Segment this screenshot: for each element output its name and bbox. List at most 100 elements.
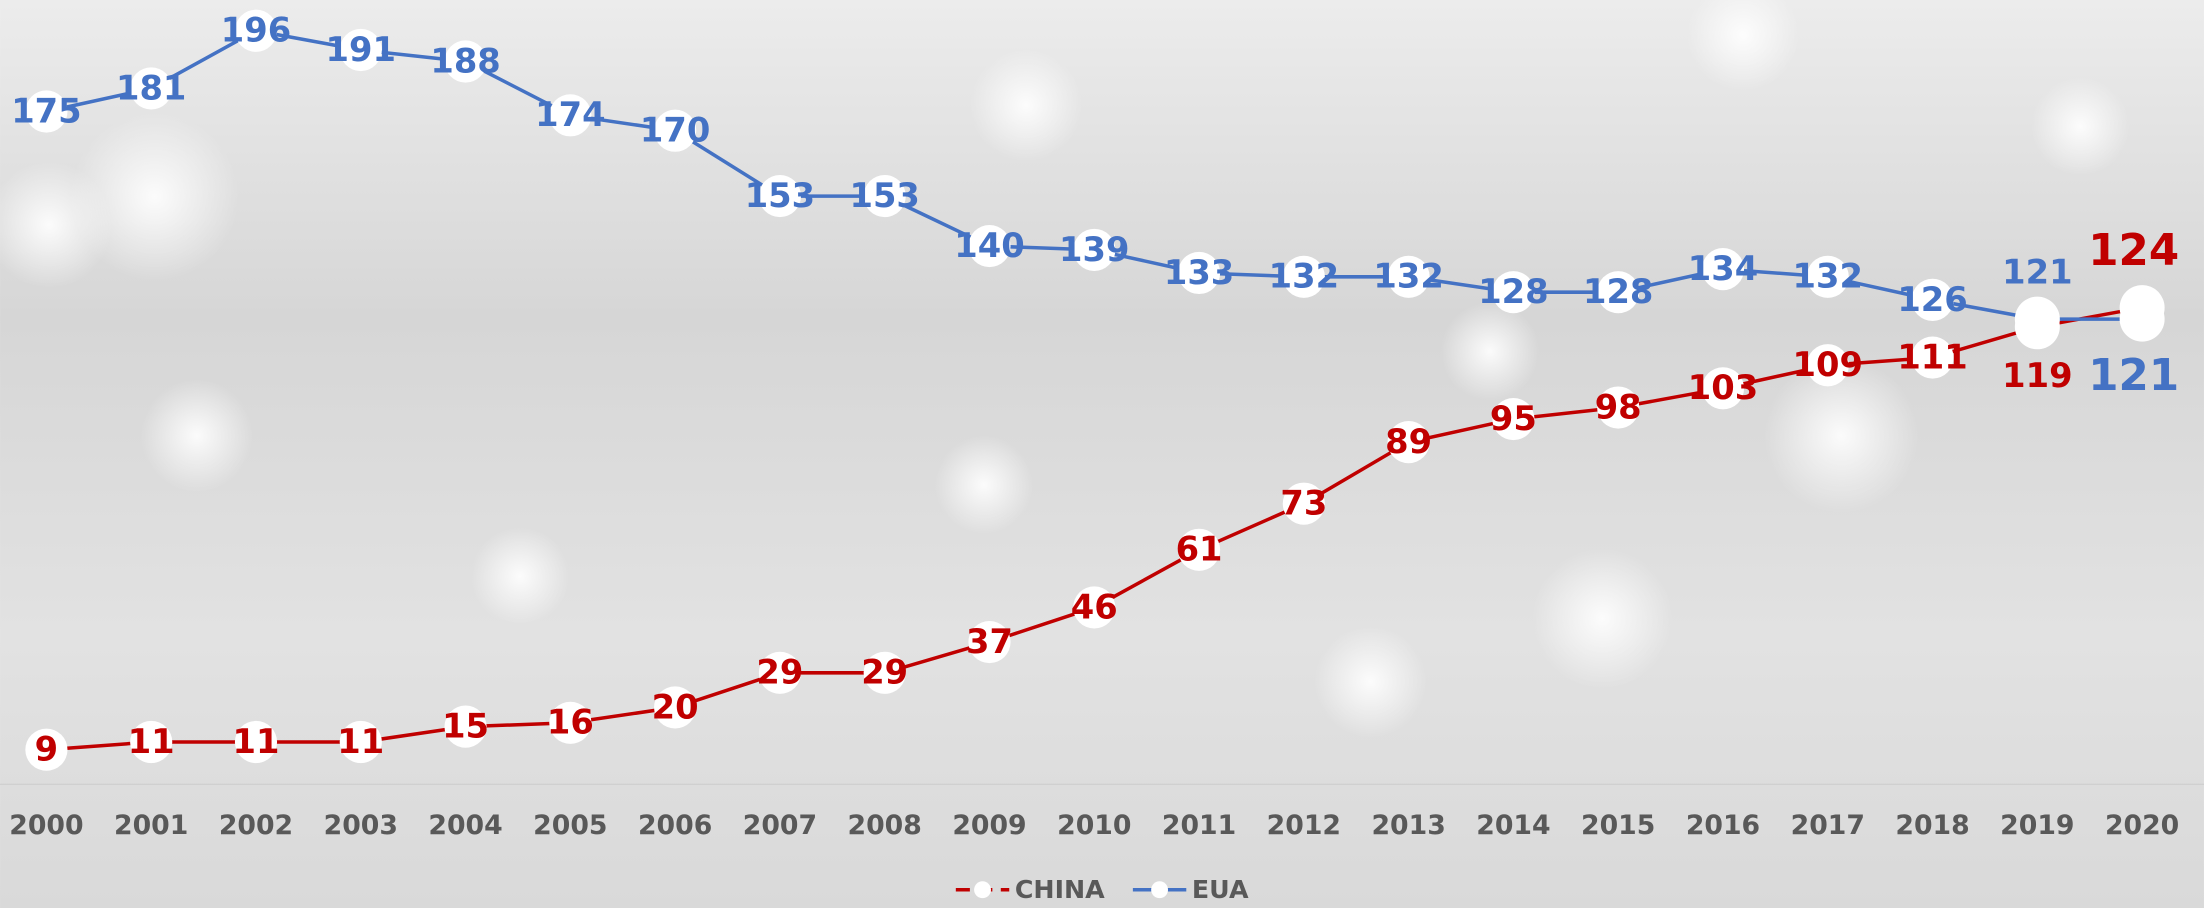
data-label: 29 bbox=[861, 653, 908, 692]
point-marker bbox=[549, 94, 592, 137]
point-marker bbox=[1492, 397, 1535, 441]
x-tick-label: 2019 bbox=[2000, 810, 2074, 841]
data-label: 119 bbox=[2002, 356, 2072, 395]
point-marker bbox=[1597, 271, 1640, 314]
data-label: 126 bbox=[1897, 280, 1967, 319]
data-label: 111 bbox=[1897, 337, 1967, 376]
data-label: 181 bbox=[116, 68, 186, 107]
point-marker bbox=[758, 651, 801, 694]
point-marker bbox=[130, 720, 173, 764]
data-label: 29 bbox=[756, 653, 803, 692]
legend-marker bbox=[1151, 881, 1169, 899]
data-label: 15 bbox=[442, 707, 489, 746]
data-label: 128 bbox=[1478, 272, 1548, 311]
x-tick-label: 2001 bbox=[114, 810, 188, 841]
legend-item: CHINA bbox=[955, 875, 1105, 904]
point-marker bbox=[1073, 228, 1116, 271]
point-marker bbox=[1701, 367, 1745, 410]
bokeh bbox=[0, 0, 2130, 738]
point-marker bbox=[1911, 278, 1954, 321]
data-label: 174 bbox=[535, 95, 605, 134]
data-label: 98 bbox=[1595, 387, 1642, 426]
data-label: 121 bbox=[2002, 253, 2072, 292]
data-label: 196 bbox=[221, 11, 291, 50]
point-marker bbox=[654, 686, 697, 729]
point-marker bbox=[1597, 386, 1640, 429]
point-marker bbox=[1492, 271, 1535, 314]
x-tick-label: 2012 bbox=[1267, 810, 1341, 841]
x-tick-label: 2008 bbox=[848, 810, 922, 841]
data-label: 132 bbox=[1269, 257, 1339, 296]
data-label: 11 bbox=[233, 722, 280, 761]
point-marker bbox=[2014, 296, 2060, 342]
data-label: 61 bbox=[1176, 530, 1223, 569]
data-label: 134 bbox=[1688, 249, 1758, 288]
point-marker bbox=[1177, 251, 1221, 295]
data-label: 109 bbox=[1793, 345, 1863, 384]
point-marker bbox=[549, 701, 592, 744]
legend-label: CHINA bbox=[1015, 875, 1105, 904]
x-tick-label: 2011 bbox=[1162, 810, 1236, 841]
x-tick-label: 2004 bbox=[428, 810, 502, 841]
point-marker bbox=[339, 28, 382, 72]
data-label: 73 bbox=[1280, 484, 1327, 523]
x-tick-label: 2020 bbox=[2105, 810, 2179, 841]
data-label: 89 bbox=[1385, 422, 1432, 461]
x-tick-label: 2016 bbox=[1686, 810, 1760, 841]
x-tick-label: 2010 bbox=[1057, 810, 1131, 841]
data-label: 139 bbox=[1059, 230, 1129, 269]
data-label: 188 bbox=[430, 41, 500, 80]
point-marker bbox=[968, 620, 1011, 664]
x-tick-label: 2007 bbox=[743, 810, 817, 841]
point-marker bbox=[1806, 255, 1849, 298]
point-marker bbox=[234, 9, 278, 52]
point-marker bbox=[25, 90, 68, 133]
point-marker bbox=[654, 109, 697, 152]
data-label: 128 bbox=[1583, 272, 1653, 311]
data-label: 140 bbox=[954, 226, 1024, 265]
point-marker bbox=[1387, 421, 1430, 464]
data-label: 103 bbox=[1688, 368, 1758, 407]
x-tick-label: 2017 bbox=[1791, 810, 1865, 841]
x-tick-label: 2000 bbox=[9, 810, 83, 841]
point-marker bbox=[1282, 255, 1325, 298]
point-marker bbox=[863, 174, 906, 218]
data-label: 153 bbox=[850, 176, 920, 215]
point-marker bbox=[1387, 255, 1430, 298]
point-marker bbox=[758, 174, 801, 218]
data-label: 16 bbox=[547, 703, 594, 742]
x-tick-label: 2005 bbox=[533, 810, 607, 841]
x-tick-label: 2003 bbox=[324, 810, 398, 841]
x-tick-label: 2006 bbox=[638, 810, 712, 841]
legend-item: EUA bbox=[1132, 875, 1249, 904]
data-label: 191 bbox=[326, 30, 396, 69]
point-marker bbox=[1911, 336, 1954, 379]
x-tick-label: 2014 bbox=[1476, 810, 1550, 841]
legend-label: EUA bbox=[1192, 875, 1249, 904]
data-label: 170 bbox=[640, 111, 710, 150]
point-marker bbox=[339, 720, 382, 764]
point-marker bbox=[444, 705, 487, 748]
point-marker bbox=[863, 651, 906, 694]
point-marker bbox=[968, 224, 1011, 268]
point-marker bbox=[2119, 296, 2165, 342]
data-label: 9 bbox=[35, 730, 58, 769]
data-label: 133 bbox=[1164, 253, 1234, 292]
data-label: 124 bbox=[2088, 226, 2179, 276]
point-marker bbox=[234, 720, 278, 764]
point-marker bbox=[1177, 528, 1221, 571]
data-label: 46 bbox=[1071, 587, 1118, 626]
data-label: 20 bbox=[652, 687, 699, 726]
point-marker bbox=[25, 728, 68, 771]
point-marker bbox=[1701, 248, 1745, 291]
x-tick-label: 2015 bbox=[1581, 810, 1655, 841]
point-marker bbox=[1073, 586, 1116, 629]
data-label: 121 bbox=[2088, 351, 2179, 401]
data-label: 153 bbox=[745, 176, 815, 215]
x-tick-label: 2009 bbox=[952, 810, 1026, 841]
x-tick-label: 2013 bbox=[1371, 810, 1445, 841]
data-label: 11 bbox=[128, 722, 175, 761]
point-marker bbox=[130, 67, 173, 110]
legend-marker bbox=[974, 881, 991, 899]
